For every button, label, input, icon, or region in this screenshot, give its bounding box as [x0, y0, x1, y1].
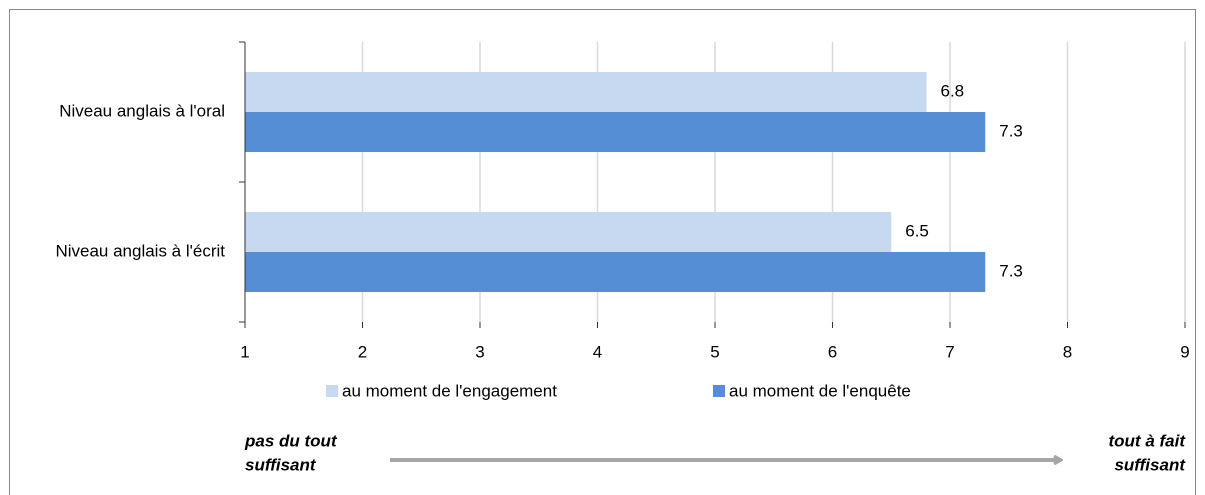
x-tick-label: 6 — [828, 342, 837, 361]
value-label: 7.3 — [999, 261, 1023, 280]
x-tick-label: 1 — [240, 342, 249, 361]
bar — [245, 72, 927, 112]
legend-swatch — [326, 385, 338, 397]
bar — [245, 212, 892, 252]
annotation-right: suffisant — [1114, 455, 1186, 474]
y-tick-label: Niveau anglais à l'écrit — [55, 241, 225, 260]
legend-swatch — [713, 385, 725, 397]
bar — [245, 252, 986, 292]
frame — [9, 9, 1196, 495]
annotation-left: suffisant — [245, 455, 317, 474]
annotation-left: pas du tout — [244, 431, 338, 450]
value-label: 6.5 — [905, 221, 929, 240]
x-tick-label: 3 — [475, 342, 484, 361]
y-tick-label: Niveau anglais à l'oral — [59, 101, 225, 120]
value-label: 6.8 — [941, 81, 965, 100]
bar — [245, 112, 986, 152]
x-tick-label: 8 — [1063, 342, 1072, 361]
x-tick-label: 5 — [710, 342, 719, 361]
x-tick-label: 7 — [945, 342, 954, 361]
legend-label: au moment de l'engagement — [342, 381, 557, 400]
x-tick-label: 4 — [593, 342, 602, 361]
x-tick-label: 9 — [1180, 342, 1189, 361]
legend-label: au moment de l'enquête — [729, 381, 911, 400]
x-tick-label: 2 — [358, 342, 367, 361]
annotation-right: tout à fait — [1109, 431, 1187, 450]
value-label: 7.3 — [999, 121, 1023, 140]
